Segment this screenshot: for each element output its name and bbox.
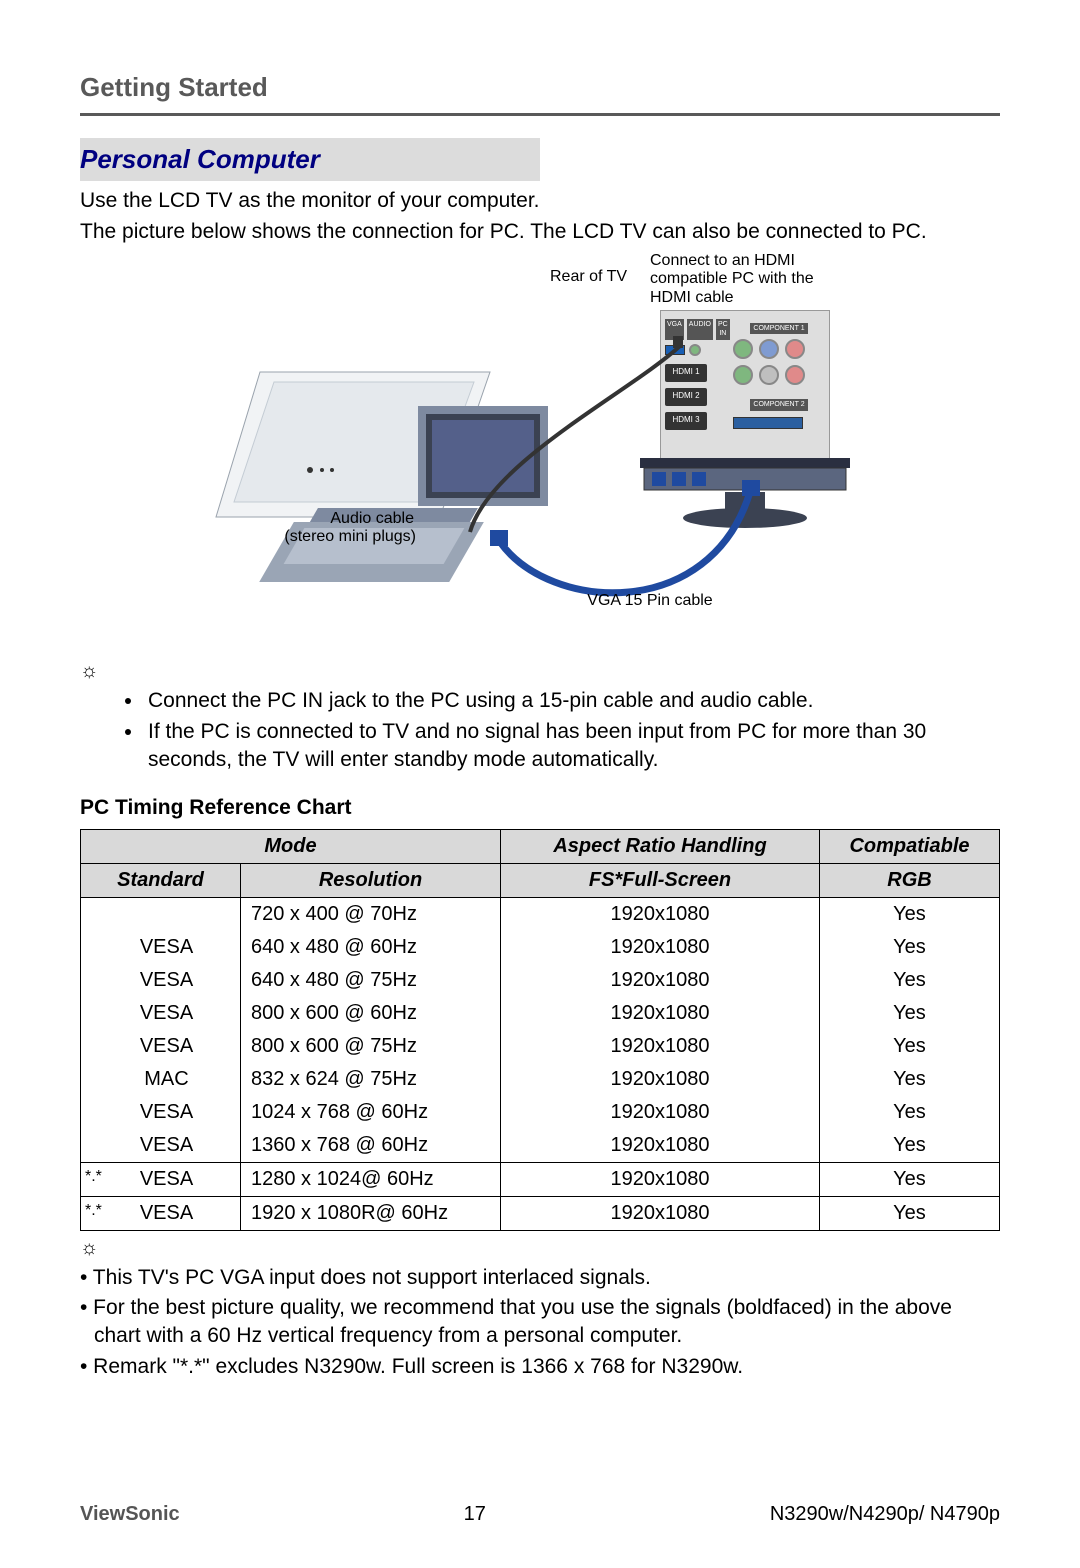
cell-standard (81, 897, 241, 931)
cell-fs: 1920x1080 (501, 1162, 820, 1196)
cell-fs: 1920x1080 (501, 997, 820, 1030)
cell-resolution: 1360 x 768 @ 60Hz (241, 1129, 501, 1163)
table-row: *.*VESA1920 x 1080R@ 60Hz1920x1080Yes (81, 1196, 1000, 1230)
bullet-1: Connect the PC IN jack to the PC using a… (144, 687, 1000, 715)
cell-resolution: 640 x 480 @ 75Hz (241, 964, 501, 997)
cell-rgb: Yes (820, 1162, 1000, 1196)
table-row: MAC832 x 624 @ 75Hz1920x1080Yes (81, 1063, 1000, 1096)
intro-p1: Use the LCD TV as the monitor of your co… (80, 187, 1000, 215)
cell-standard: *.*VESA (81, 1162, 241, 1196)
pc-timing-table: Mode Aspect Ratio Handling Compatiable S… (80, 829, 1000, 1231)
note-2: • For the best picture quality, we recom… (80, 1294, 1000, 1351)
footer-page: 17 (464, 1501, 486, 1528)
th-compat: Compatiable (820, 829, 1000, 863)
cell-resolution: 1024 x 768 @ 60Hz (241, 1096, 501, 1129)
table-row: VESA1360 x 768 @ 60Hz1920x1080Yes (81, 1129, 1000, 1163)
cell-resolution: 720 x 400 @ 70Hz (241, 897, 501, 931)
table-row: 720 x 400 @ 70Hz1920x1080Yes (81, 897, 1000, 931)
table-row: VESA640 x 480 @ 60Hz1920x1080Yes (81, 931, 1000, 964)
th-standard: Standard (81, 863, 241, 897)
cell-resolution: 800 x 600 @ 60Hz (241, 997, 501, 1030)
cell-rgb: Yes (820, 964, 1000, 997)
table-row: VESA800 x 600 @ 75Hz1920x1080Yes (81, 1030, 1000, 1063)
cell-standard: MAC (81, 1063, 241, 1096)
table-row: VESA1024 x 768 @ 60Hz1920x1080Yes (81, 1096, 1000, 1129)
cell-fs: 1920x1080 (501, 964, 820, 997)
cell-fs: 1920x1080 (501, 897, 820, 931)
note-1: • This TV's PC VGA input does not suppor… (80, 1264, 1000, 1292)
page-header: Getting Started (80, 70, 1000, 105)
cell-rgb: Yes (820, 997, 1000, 1030)
cables-icon (190, 252, 890, 632)
cell-rgb: Yes (820, 1063, 1000, 1096)
footer-brand: ViewSonic (80, 1501, 180, 1528)
cell-standard: VESA (81, 1096, 241, 1129)
table-heading: PC Timing Reference Chart (80, 794, 1000, 822)
bullet-2: If the PC is connected to TV and no sign… (144, 718, 1000, 775)
cell-rgb: Yes (820, 1096, 1000, 1129)
cell-fs: 1920x1080 (501, 1063, 820, 1096)
cell-fs: 1920x1080 (501, 1129, 820, 1163)
cell-standard: VESA (81, 997, 241, 1030)
page-footer: ViewSonic 17 N3290w/N4290p/ N4790p (80, 1501, 1000, 1528)
cell-standard: VESA (81, 964, 241, 997)
cell-fs: 1920x1080 (501, 1096, 820, 1129)
th-aspect: Aspect Ratio Handling (501, 829, 820, 863)
th-rgb: RGB (820, 863, 1000, 897)
audio-cable-label-2: (stereo mini plugs) (256, 528, 416, 546)
cell-rgb: Yes (820, 897, 1000, 931)
note-3: • Remark "*.*" excludes N3290w. Full scr… (80, 1353, 1000, 1381)
section-title: Personal Computer (80, 138, 540, 181)
cell-resolution: 832 x 624 @ 75Hz (241, 1063, 501, 1096)
header-rule (80, 113, 1000, 116)
footnotes: • This TV's PC VGA input does not suppor… (80, 1264, 1000, 1381)
sun-icon-2: ☼ (80, 1235, 1000, 1262)
cell-rgb: Yes (820, 1030, 1000, 1063)
cell-rgb: Yes (820, 1196, 1000, 1230)
cell-resolution: 800 x 600 @ 75Hz (241, 1030, 501, 1063)
table-row: VESA800 x 600 @ 60Hz1920x1080Yes (81, 997, 1000, 1030)
cell-standard: VESA (81, 931, 241, 964)
connection-diagram: Rear of TV Connect to an HDMI compatible… (80, 252, 1000, 640)
cell-rgb: Yes (820, 931, 1000, 964)
cell-fs: 1920x1080 (501, 1196, 820, 1230)
table-row: *.*VESA1280 x 1024@ 60Hz1920x1080Yes (81, 1162, 1000, 1196)
connection-notes-list: Connect the PC IN jack to the PC using a… (124, 687, 1000, 774)
cell-standard: VESA (81, 1030, 241, 1063)
intro-p2: The picture below shows the connection f… (80, 218, 1000, 246)
cell-rgb: Yes (820, 1129, 1000, 1163)
th-resolution: Resolution (241, 863, 501, 897)
cell-resolution: 1280 x 1024@ 60Hz (241, 1162, 501, 1196)
cell-fs: 1920x1080 (501, 1030, 820, 1063)
cell-resolution: 1920 x 1080R@ 60Hz (241, 1196, 501, 1230)
cell-standard: VESA (81, 1129, 241, 1163)
sun-icon-1: ☼ (80, 658, 1000, 685)
audio-cable-label-1: Audio cable (284, 510, 414, 528)
cell-standard: *.*VESA (81, 1196, 241, 1230)
footer-models: N3290w/N4290p/ N4790p (770, 1501, 1000, 1528)
th-fs: FS*Full-Screen (501, 863, 820, 897)
vga-cable-label: VGA 15 Pin cable (550, 592, 750, 610)
th-mode: Mode (81, 829, 501, 863)
table-row: VESA640 x 480 @ 75Hz1920x1080Yes (81, 964, 1000, 997)
cell-fs: 1920x1080 (501, 931, 820, 964)
cell-resolution: 640 x 480 @ 60Hz (241, 931, 501, 964)
